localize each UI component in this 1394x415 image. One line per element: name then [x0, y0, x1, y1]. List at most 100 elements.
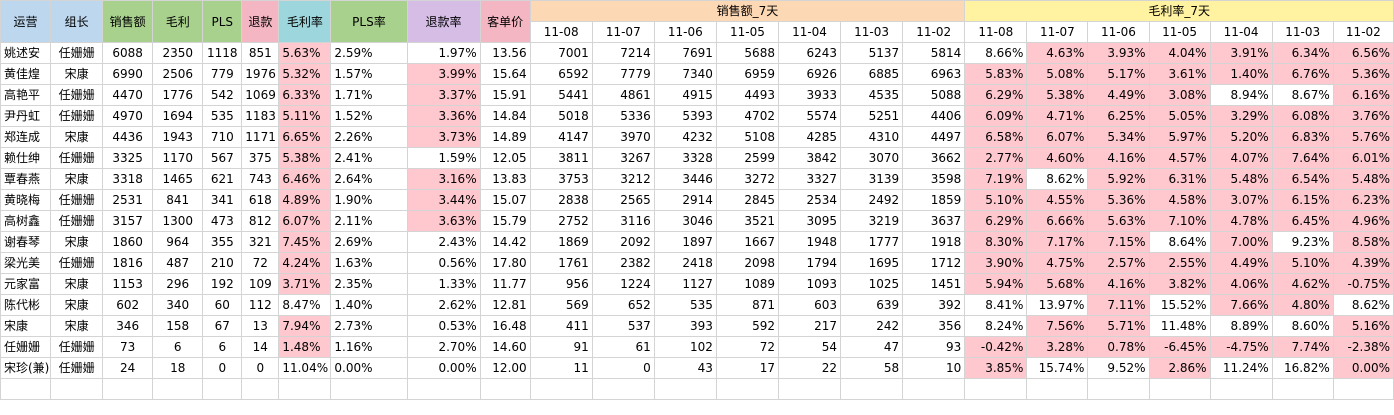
cell-margin-7d[interactable]: 8.64%	[1148, 231, 1211, 253]
empty-cell[interactable]	[1209, 378, 1273, 400]
cell-margin-7d[interactable]: 8.62%	[1026, 168, 1089, 190]
cell-refund-rate[interactable]: 2.43%	[406, 231, 481, 253]
cell-sales-7d[interactable]: 1859	[902, 189, 966, 211]
empty-cell[interactable]	[902, 378, 966, 400]
header-pls-rate[interactable]: PLS率	[330, 0, 408, 43]
cell-op[interactable]: 赖仕绅	[0, 147, 52, 169]
cell-aov[interactable]: 12.05	[479, 147, 531, 169]
cell-sales-7d[interactable]: 6592	[529, 63, 593, 85]
cell-refund[interactable]: 375	[241, 147, 280, 169]
cell-refund[interactable]: 112	[241, 294, 280, 316]
cell-margin-7d[interactable]: 5.71%	[1087, 315, 1150, 337]
cell-sales-7d[interactable]: 603	[777, 294, 842, 316]
cell-sales-7d[interactable]: 2092	[591, 231, 655, 253]
cell-margin[interactable]: 1.48%	[278, 336, 332, 358]
cell-margin-7d[interactable]: 3.08%	[1148, 84, 1211, 106]
cell-op[interactable]: 任姗姗	[0, 336, 52, 358]
cell-margin-7d[interactable]: 8.89%	[1209, 315, 1273, 337]
header-sales[interactable]: 销售额	[102, 0, 154, 43]
cell-pls-rate[interactable]: 2.11%	[330, 210, 408, 232]
cell-margin-7d[interactable]: 4.16%	[1087, 147, 1150, 169]
cell-margin-7d[interactable]: 7.11%	[1087, 294, 1150, 316]
cell-margin-7d[interactable]: 4.78%	[1209, 210, 1273, 232]
header-sales-date[interactable]: 11-02	[902, 21, 966, 43]
cell-pls[interactable]: 779	[202, 63, 243, 85]
header-margin-date[interactable]: 11-05	[1148, 21, 1211, 43]
cell-margin-7d[interactable]: 3.28%	[1026, 336, 1089, 358]
cell-sales-7d[interactable]: 5574	[777, 105, 842, 127]
cell-margin-7d[interactable]: 5.34%	[1087, 126, 1150, 148]
empty-cell[interactable]	[330, 378, 408, 400]
cell-pls[interactable]: 341	[202, 189, 243, 211]
cell-lead[interactable]: 任姗姗	[50, 252, 104, 274]
cell-lead[interactable]: 任姗姗	[50, 336, 104, 358]
cell-refund[interactable]: 72	[241, 252, 280, 274]
cell-aov[interactable]: 13.56	[479, 42, 531, 64]
cell-pls[interactable]: 621	[202, 168, 243, 190]
cell-sales-7d[interactable]: 535	[653, 294, 717, 316]
cell-margin-7d[interactable]: 5.63%	[1087, 210, 1150, 232]
cell-sales-7d[interactable]: 569	[529, 294, 593, 316]
cell-sales-7d[interactable]: 17	[715, 357, 779, 379]
cell-sales-7d[interactable]: 4493	[715, 84, 779, 106]
cell-sales-7d[interactable]: 871	[715, 294, 779, 316]
header-refund-rate[interactable]: 退款率	[406, 0, 481, 43]
cell-margin-7d[interactable]: 3.76%	[1332, 105, 1394, 127]
cell-margin[interactable]: 7.45%	[278, 231, 332, 253]
cell-sales-7d[interactable]: 93	[902, 336, 966, 358]
cell-margin-7d[interactable]: 5.10%	[1271, 252, 1334, 274]
cell-sales[interactable]: 346	[102, 315, 154, 337]
cell-refund[interactable]: 618	[241, 189, 280, 211]
cell-pls[interactable]: 535	[202, 105, 243, 127]
cell-margin-7d[interactable]: 2.77%	[964, 147, 1028, 169]
cell-pls-rate[interactable]: 0.00%	[330, 357, 408, 379]
cell-margin-7d[interactable]: 4.57%	[1148, 147, 1211, 169]
cell-margin-7d[interactable]: 7.56%	[1026, 315, 1089, 337]
cell-op[interactable]: 高艳平	[0, 84, 52, 106]
cell-margin-7d[interactable]: 5.36%	[1087, 189, 1150, 211]
cell-margin[interactable]: 4.24%	[278, 252, 332, 274]
cell-margin-7d[interactable]: 8.30%	[964, 231, 1028, 253]
empty-cell[interactable]	[0, 378, 52, 400]
cell-sales-7d[interactable]: 2565	[591, 189, 655, 211]
cell-sales-7d[interactable]: 537	[591, 315, 655, 337]
cell-margin[interactable]: 8.47%	[278, 294, 332, 316]
cell-pls[interactable]: 355	[202, 231, 243, 253]
header-lead[interactable]: 组长	[50, 0, 104, 43]
cell-margin-7d[interactable]: 4.49%	[1209, 252, 1273, 274]
cell-aov[interactable]: 14.42	[479, 231, 531, 253]
cell-margin-7d[interactable]: -0.75%	[1332, 273, 1394, 295]
cell-pls[interactable]: 60	[202, 294, 243, 316]
cell-margin-7d[interactable]: 2.57%	[1087, 252, 1150, 274]
cell-margin-7d[interactable]: 7.74%	[1271, 336, 1334, 358]
cell-margin-7d[interactable]: 11.48%	[1148, 315, 1211, 337]
cell-sales-7d[interactable]: 217	[777, 315, 842, 337]
header-profit[interactable]: 毛利	[152, 0, 204, 43]
cell-sales[interactable]: 6990	[102, 63, 154, 85]
cell-margin-7d[interactable]: 8.94%	[1209, 84, 1273, 106]
cell-sales[interactable]: 1153	[102, 273, 154, 295]
cell-pls[interactable]: 473	[202, 210, 243, 232]
cell-margin-7d[interactable]: 5.68%	[1026, 273, 1089, 295]
empty-cell[interactable]	[1026, 378, 1089, 400]
cell-margin-7d[interactable]: 8.41%	[964, 294, 1028, 316]
cell-lead[interactable]: 宋康	[50, 168, 104, 190]
cell-sales-7d[interactable]: 5814	[902, 42, 966, 64]
cell-sales-7d[interactable]: 5336	[591, 105, 655, 127]
cell-lead[interactable]: 任姗姗	[50, 357, 104, 379]
cell-sales-7d[interactable]: 4406	[902, 105, 966, 127]
cell-sales-7d[interactable]: 5688	[715, 42, 779, 64]
header-margin-7d[interactable]: 毛利率_7天	[964, 0, 1394, 22]
cell-sales-7d[interactable]: 5441	[529, 84, 593, 106]
cell-margin-7d[interactable]: 0.78%	[1087, 336, 1150, 358]
cell-profit[interactable]: 1465	[152, 168, 204, 190]
cell-margin-7d[interactable]: 5.38%	[1026, 84, 1089, 106]
cell-margin-7d[interactable]: 6.29%	[964, 210, 1028, 232]
cell-lead[interactable]: 宋康	[50, 126, 104, 148]
empty-cell[interactable]	[241, 378, 280, 400]
cell-pls[interactable]: 1118	[202, 42, 243, 64]
cell-lead[interactable]: 宋康	[50, 294, 104, 316]
cell-sales-7d[interactable]: 1093	[777, 273, 842, 295]
cell-sales-7d[interactable]: 1869	[529, 231, 593, 253]
cell-refund[interactable]: 1069	[241, 84, 280, 106]
